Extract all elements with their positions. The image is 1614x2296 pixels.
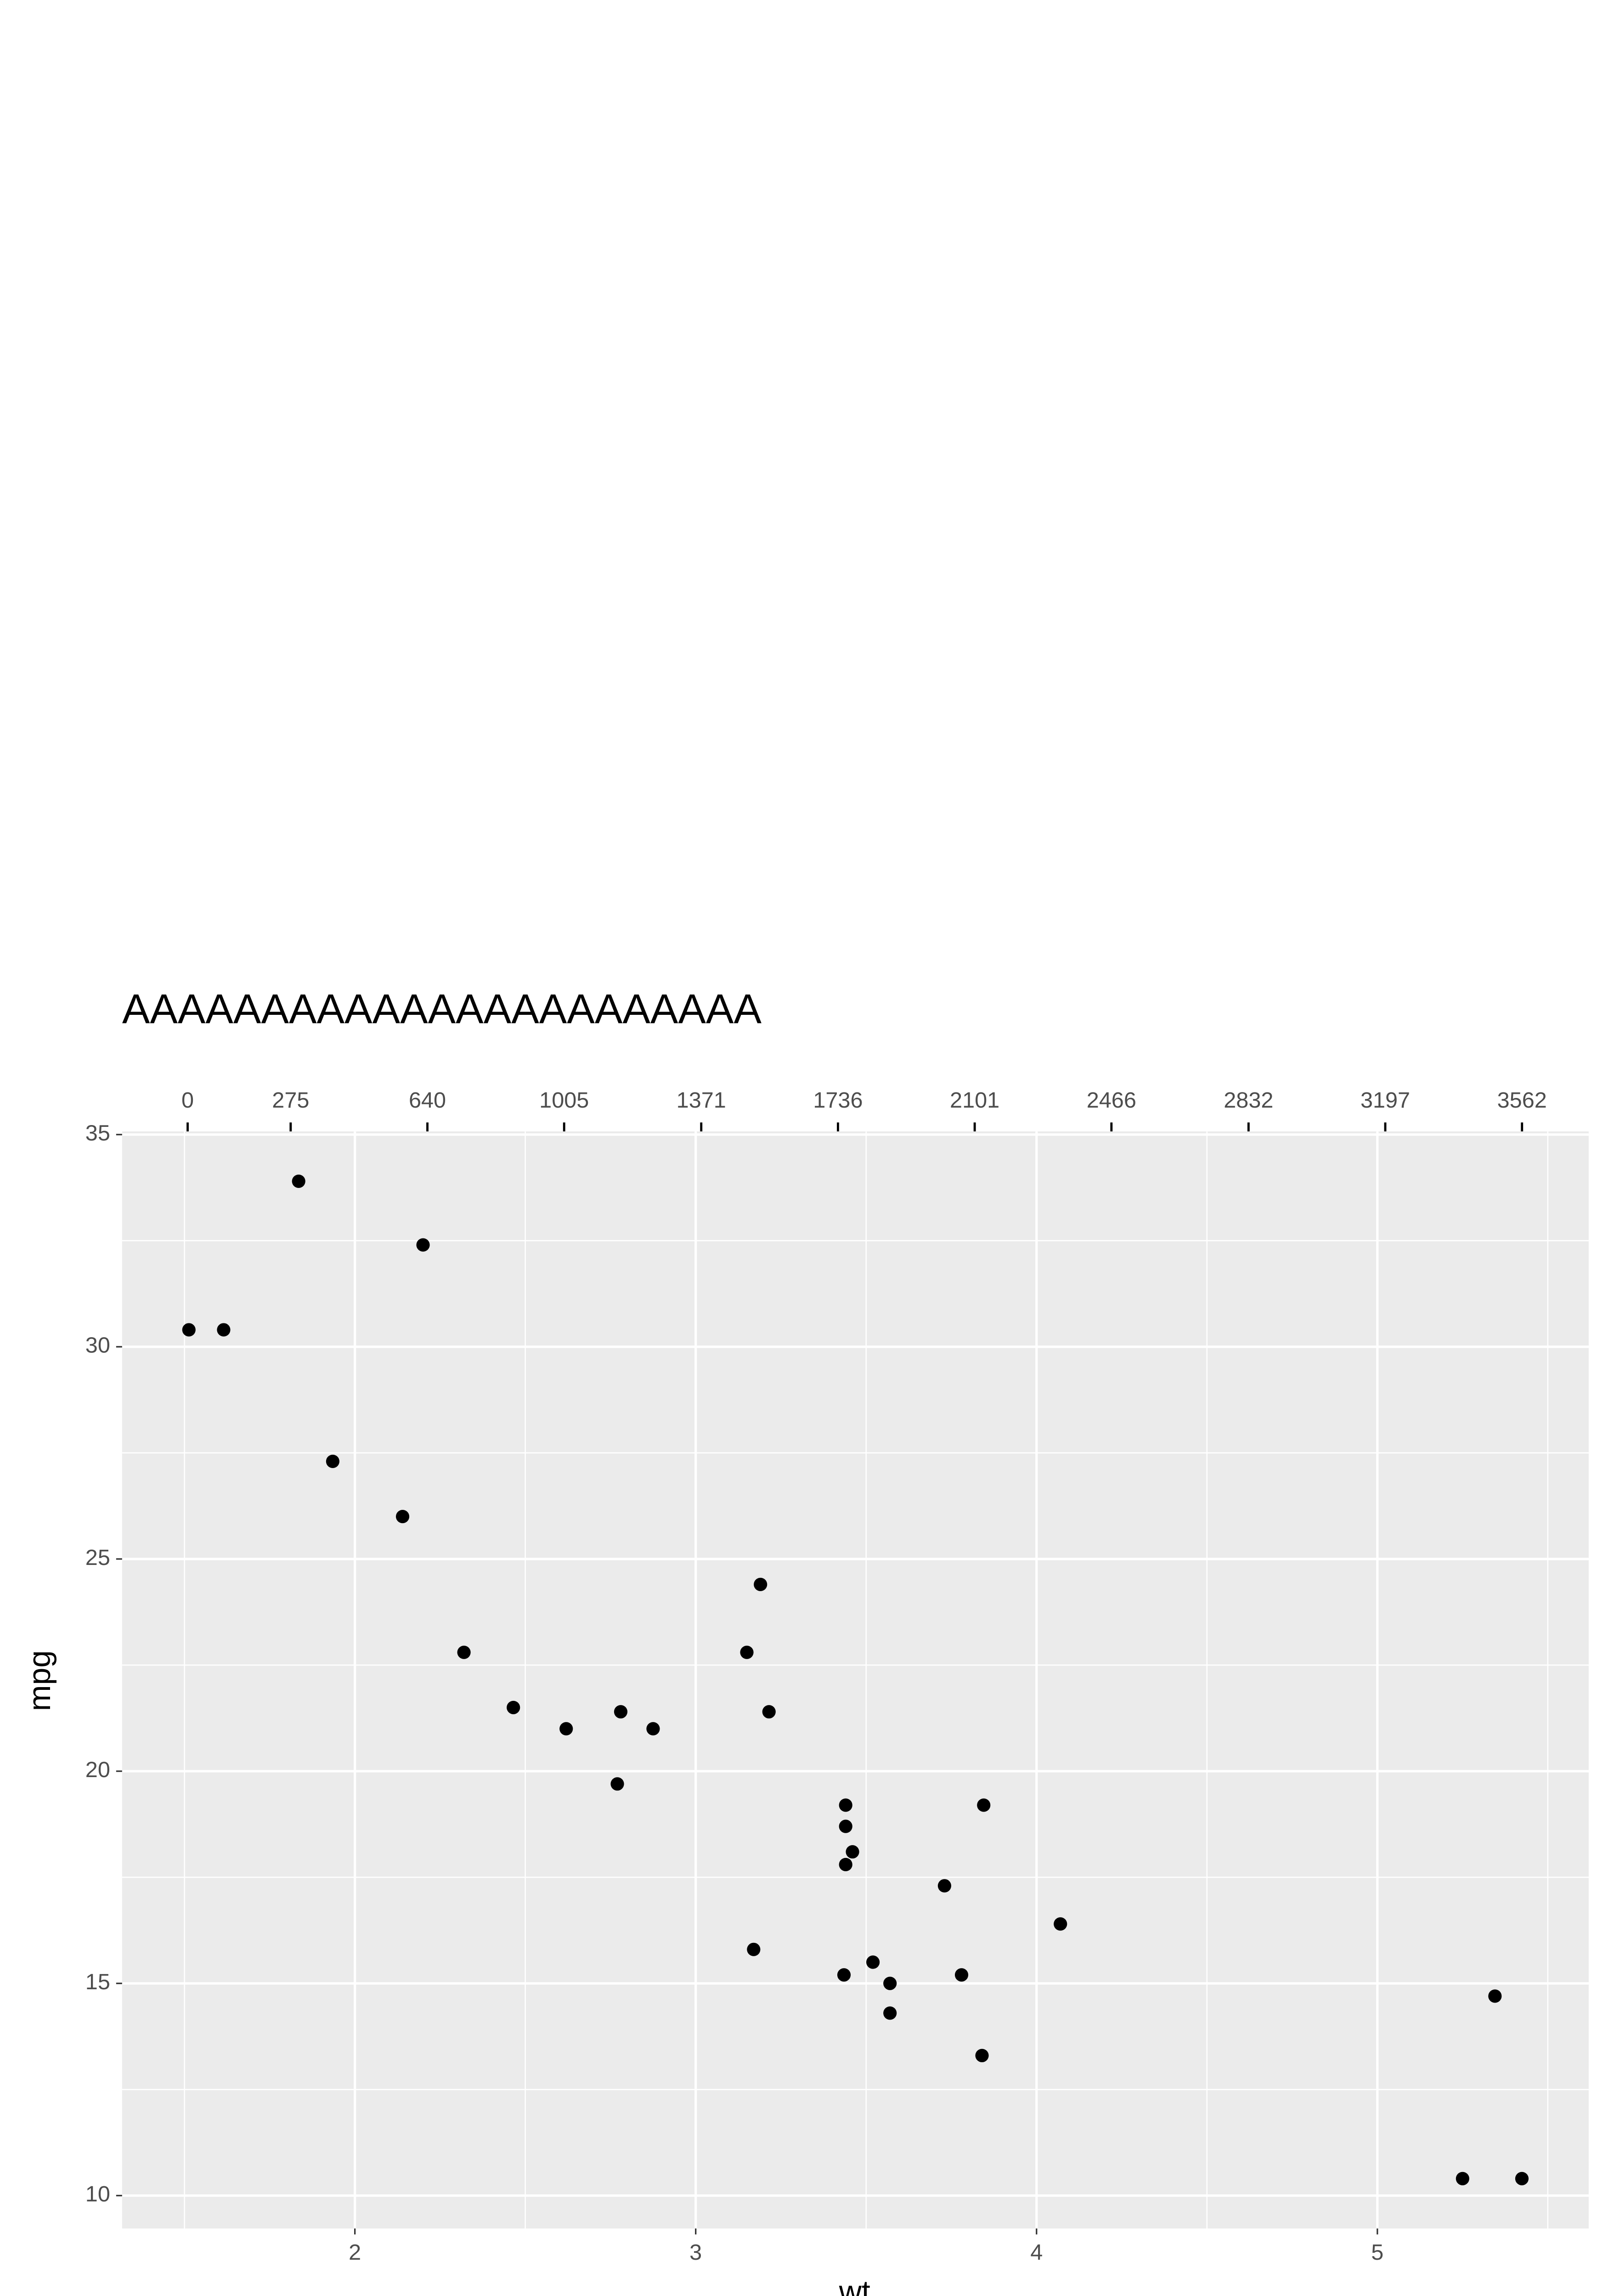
- point: [883, 1976, 897, 1990]
- x-tick-label: 5: [1371, 2240, 1383, 2265]
- x2-tick-label: 2832: [1224, 1088, 1273, 1113]
- point: [954, 1968, 969, 1982]
- x2-tick-label: 3197: [1360, 1088, 1410, 1113]
- x-tick-label: 3: [689, 2240, 702, 2265]
- x2-tick-label: 1736: [813, 1088, 863, 1113]
- point: [740, 1645, 754, 1659]
- point: [883, 2006, 897, 2020]
- y-axis-title: mpg: [22, 1650, 57, 1711]
- point: [754, 1577, 767, 1592]
- point: [326, 1454, 339, 1469]
- point: [217, 1323, 231, 1337]
- y-tick-label: 25: [85, 1545, 110, 1570]
- x-tick-label: 2: [349, 2240, 361, 2265]
- x-axis-title: wt: [839, 2274, 870, 2296]
- chart-title: AAAAAAAAAAAAAAAAAAAAAAA: [122, 986, 762, 1032]
- point: [837, 1968, 851, 1982]
- point: [839, 1819, 852, 1833]
- point: [395, 1509, 410, 1524]
- x2-tick-label: 3562: [1497, 1088, 1547, 1113]
- point: [762, 1705, 776, 1719]
- point: [646, 1722, 660, 1736]
- point: [182, 1323, 196, 1337]
- x2-tick-label: 1005: [539, 1088, 589, 1113]
- point: [977, 1798, 991, 1812]
- point: [975, 2048, 989, 2062]
- point: [457, 1645, 471, 1659]
- x2-tick-label: 0: [181, 1088, 194, 1113]
- point: [610, 1777, 624, 1791]
- y-tick-label: 20: [85, 1757, 110, 1782]
- point: [1515, 2172, 1529, 2185]
- point: [614, 1705, 628, 1719]
- x2-tick-label: 1371: [677, 1088, 726, 1113]
- point: [1488, 1989, 1502, 2003]
- point: [559, 1722, 573, 1736]
- point: [416, 1238, 430, 1252]
- y-tick-label: 35: [85, 1121, 110, 1146]
- point: [747, 1942, 761, 1956]
- point: [839, 1798, 852, 1812]
- point: [1054, 1917, 1067, 1931]
- y-tick-label: 30: [85, 1333, 110, 1358]
- x-tick-label: 4: [1030, 2240, 1043, 2265]
- point: [292, 1174, 305, 1188]
- x2-tick-label: 2101: [950, 1088, 999, 1113]
- point: [937, 1879, 951, 1893]
- point: [866, 1955, 880, 1969]
- x2-tick-label: 275: [272, 1088, 309, 1113]
- panel: [122, 1131, 1589, 2228]
- x2-tick-label: 640: [409, 1088, 446, 1113]
- point: [839, 1857, 852, 1872]
- point: [507, 1700, 520, 1715]
- point: [846, 1845, 859, 1859]
- point: [1456, 2172, 1469, 2185]
- y-tick-label: 15: [85, 1970, 110, 1994]
- x2-tick-label: 2466: [1087, 1088, 1136, 1113]
- y-tick-label: 10: [85, 2182, 110, 2206]
